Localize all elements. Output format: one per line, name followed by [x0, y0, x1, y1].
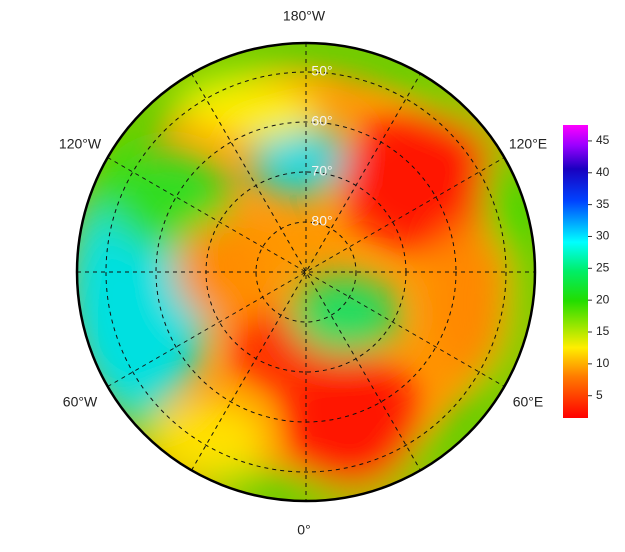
colorbar [563, 125, 588, 418]
colorbar-tick-label: 20 [596, 292, 610, 306]
latitude-label: 70° [311, 163, 332, 179]
longitude-label: 60°E [513, 394, 544, 410]
longitude-label: 0° [297, 522, 310, 538]
latitude-circle [105, 71, 507, 473]
colorbar-tick-label: 15 [596, 324, 610, 338]
colorbar-tick-label: 5 [596, 388, 603, 402]
longitude-label: 120°E [509, 136, 547, 152]
colorbar-tick-label: 25 [596, 260, 610, 274]
field [77, 43, 535, 501]
latitude-label: 50° [311, 63, 332, 79]
latitude-label: 80° [311, 213, 332, 229]
colorbar-tick-label: 45 [596, 133, 610, 147]
colorbar-tick-label: 40 [596, 165, 610, 179]
map-border [75, 41, 537, 503]
colorbar-tick-label: 10 [596, 356, 610, 370]
latitude-label: 60° [311, 113, 332, 129]
colorbar-tick-label: 35 [596, 197, 610, 211]
longitude-label: 60°W [63, 394, 98, 410]
longitude-label: 120°W [59, 136, 102, 152]
colorbar-tick-label: 30 [596, 229, 610, 243]
graticule [77, 43, 535, 501]
longitude-label: 180°W [283, 8, 326, 24]
